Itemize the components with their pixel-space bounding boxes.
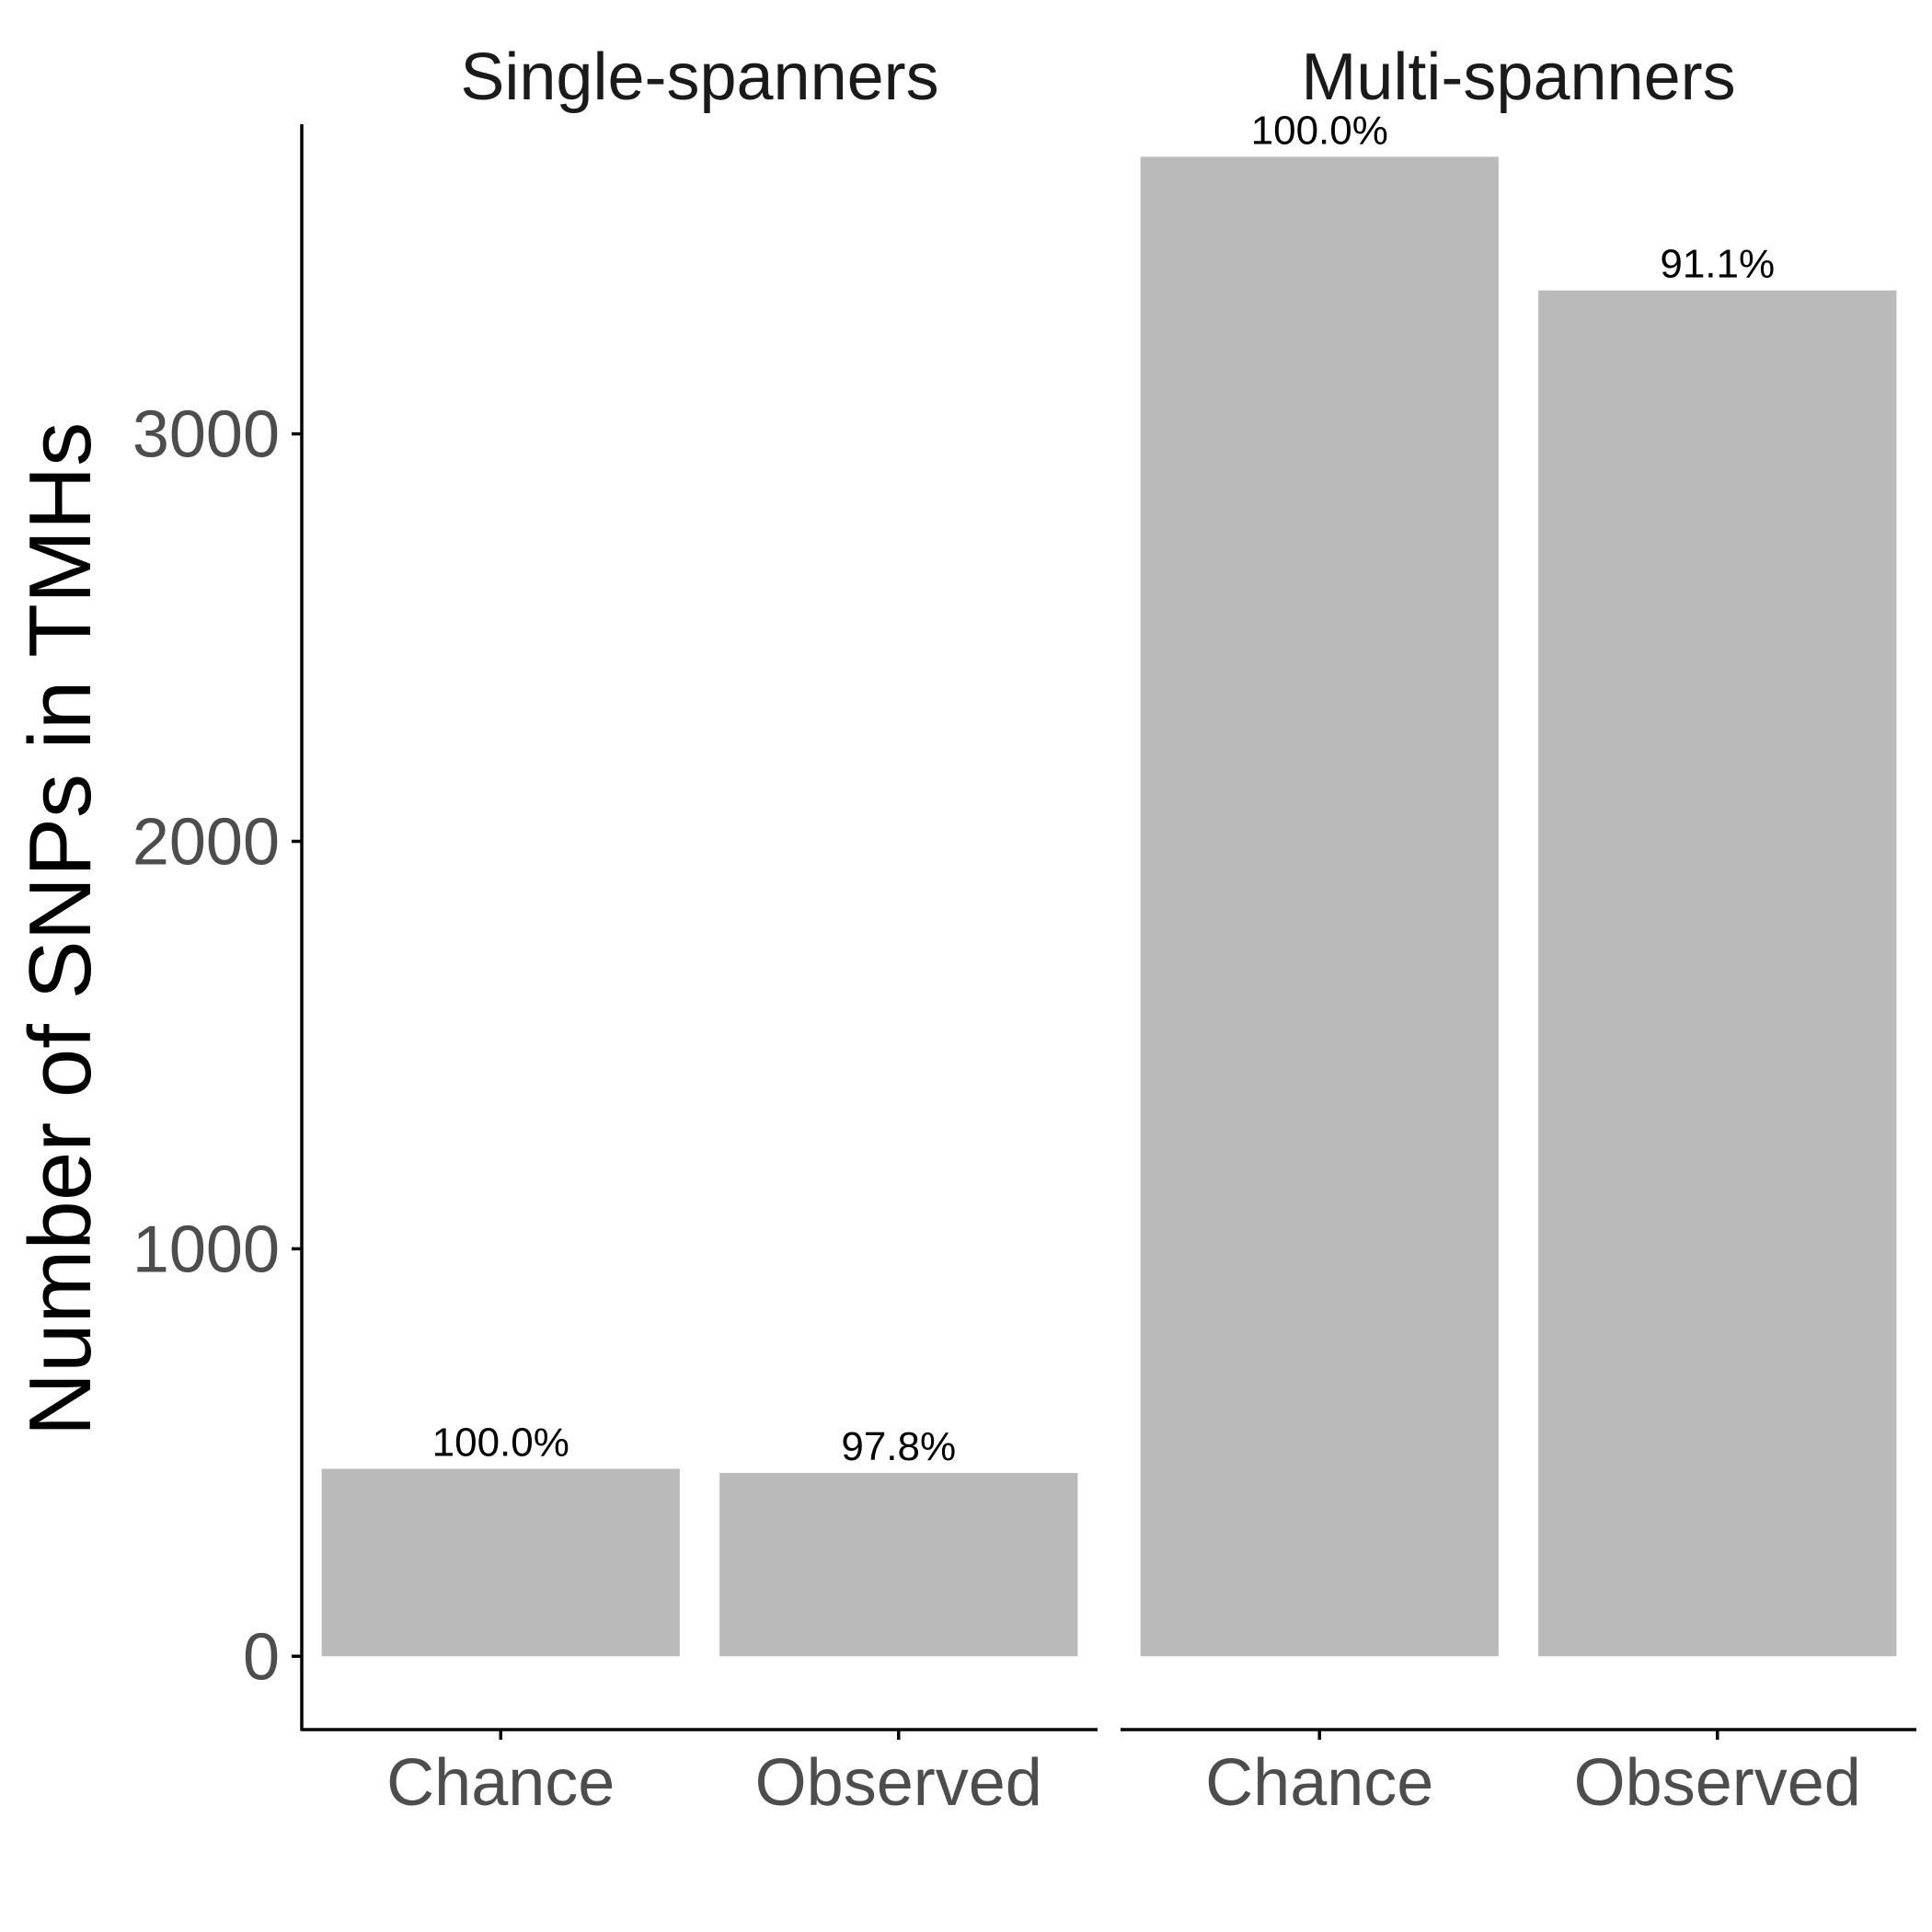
y-tick-label: 2000: [132, 805, 280, 879]
bar-data-label: 97.8%: [841, 1424, 956, 1469]
bar-data-label: 100.0%: [432, 1420, 569, 1466]
y-tick-label: 0: [243, 1620, 280, 1694]
bar-data-label: 91.1%: [1660, 242, 1775, 287]
x-tick-label: Chance: [386, 1746, 615, 1820]
facet-title: Single-spanners: [460, 40, 938, 114]
bar-data-label: 100.0%: [1251, 108, 1388, 153]
bar: [1538, 290, 1897, 1657]
facet-title: Multi-spanners: [1301, 40, 1735, 114]
bar: [719, 1472, 1078, 1657]
y-axis: 0 1000 2000 3000: [132, 124, 304, 1731]
y-tick-label: 3000: [132, 398, 280, 472]
facet-panels: Single-spanners 100.0% Chance 97.8% Observed…: [302, 40, 1916, 1820]
bar: [1140, 156, 1499, 1657]
facet-panel: Single-spanners 100.0% Chance 97.8% Observed: [302, 40, 1098, 1820]
y-axis-title: Number of SNPs in TMHs: [11, 422, 109, 1437]
x-tick-label: Chance: [1205, 1746, 1433, 1820]
bar: [321, 1468, 680, 1657]
y-tick-label: 1000: [132, 1213, 280, 1286]
x-tick-label: Observed: [1574, 1746, 1861, 1820]
x-tick-label: Observed: [755, 1746, 1042, 1820]
